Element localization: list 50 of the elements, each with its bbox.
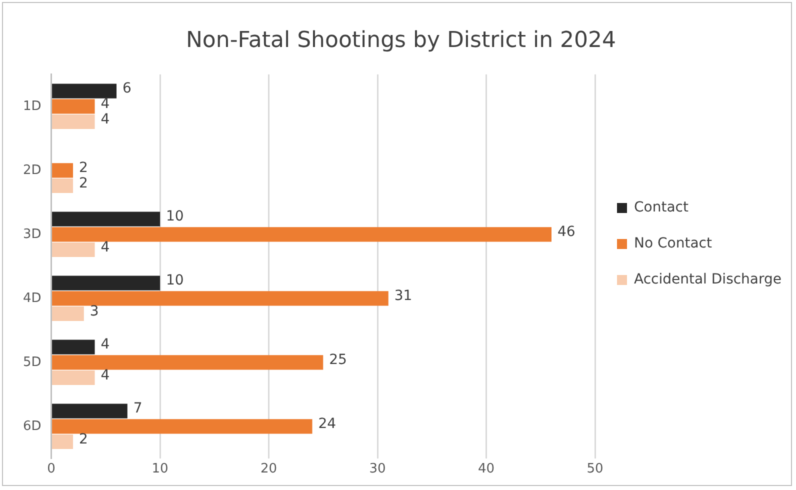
y-tick-label: 1D [23, 98, 42, 114]
data-label: 10 [166, 208, 184, 225]
bar [52, 114, 95, 130]
bar [52, 212, 160, 226]
bar [52, 404, 128, 418]
bar [52, 306, 84, 322]
bar [52, 355, 324, 370]
legend-label: Contact [634, 200, 689, 216]
data-label: 4 [100, 111, 110, 128]
bar [52, 99, 95, 114]
x-tick-label: 30 [369, 462, 386, 477]
bar [52, 178, 74, 194]
x-tick-label: 40 [478, 462, 495, 477]
bar [52, 242, 95, 258]
data-label: 2 [79, 175, 88, 192]
y-tick-label: 3D [23, 226, 42, 242]
data-label: 2 [79, 431, 88, 448]
data-label: 3 [90, 303, 99, 320]
data-label: 31 [394, 288, 412, 304]
data-label: 24 [318, 416, 336, 432]
x-tick-label: 0 [47, 462, 56, 477]
bar [52, 84, 117, 98]
data-label: 6 [122, 80, 132, 97]
bar [52, 163, 74, 178]
bar [52, 340, 95, 354]
bar [52, 434, 74, 450]
data-label: 10 [166, 272, 184, 289]
bar [52, 276, 160, 290]
bar [52, 370, 95, 386]
bar [52, 419, 312, 434]
data-label: 4 [100, 367, 110, 384]
data-label: 4 [100, 239, 110, 256]
data-label: 4 [100, 336, 110, 353]
y-tick-label: 4D [23, 290, 42, 306]
data-label: 4 [100, 96, 110, 112]
x-tick-label: 20 [260, 462, 278, 477]
y-tick-label: 5D [23, 354, 42, 370]
y-tick-label: 2D [23, 162, 42, 178]
legend-label: Accidental Discharge [634, 272, 782, 288]
data-label: 7 [133, 400, 142, 417]
data-label: 46 [558, 224, 576, 240]
chart-title: Non-Fatal Shootings by District in 2024 [186, 28, 616, 53]
y-tick-label: 6D [23, 418, 42, 434]
data-label: 25 [329, 352, 347, 368]
data-label: 2 [79, 160, 88, 176]
bar [52, 227, 552, 242]
x-tick-label: 10 [152, 462, 168, 477]
bar [52, 291, 388, 306]
legend-label: No Contact [634, 236, 712, 252]
x-tick-label: 50 [586, 462, 604, 477]
